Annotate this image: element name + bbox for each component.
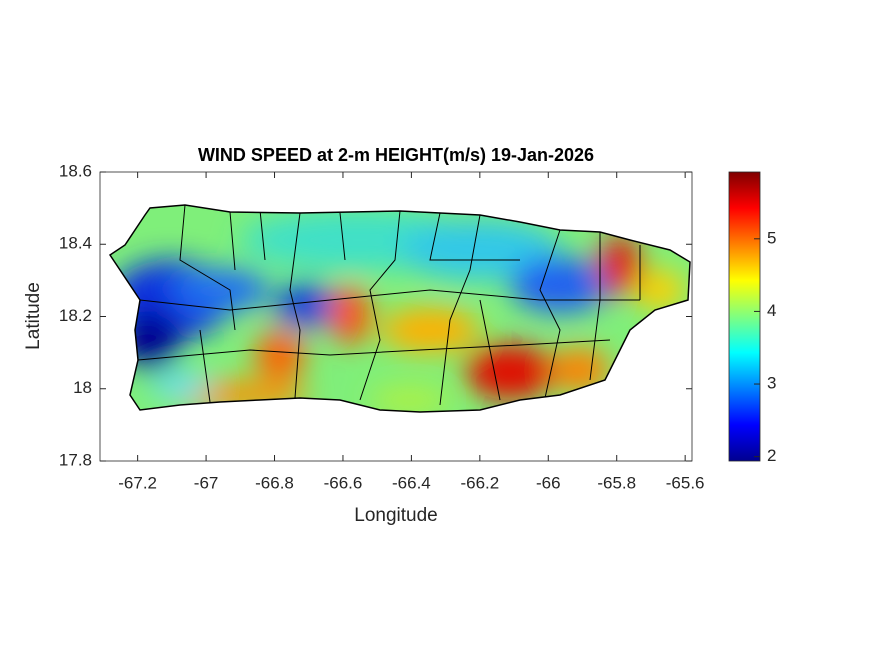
colorbar-tick-label: 5 — [767, 228, 776, 247]
x-tick-label: -66.4 — [392, 473, 431, 492]
x-tick-label: -66 — [536, 473, 561, 492]
y-tick-label: 18.4 — [59, 234, 92, 253]
x-tick-label: -66.6 — [324, 473, 363, 492]
x-tick-label: -65.8 — [597, 473, 636, 492]
x-axis-label: Longitude — [354, 505, 437, 526]
colorbar — [728, 171, 761, 462]
x-tick-label: -66.2 — [460, 473, 499, 492]
chart-title: WIND SPEED at 2-m HEIGHT(m/s) 19-Jan-202… — [198, 145, 594, 165]
y-axis-label: Latitude — [23, 282, 44, 350]
x-tick-label: -66.8 — [255, 473, 294, 492]
x-tick-label: -67 — [194, 473, 219, 492]
colorbar-tick-label: 3 — [767, 374, 776, 393]
colorbar-tick-label: 2 — [767, 446, 776, 465]
y-tick-label: 17.8 — [59, 450, 92, 469]
y-tick-label: 18 — [73, 378, 92, 397]
x-tick-label: -67.2 — [118, 473, 157, 492]
colorbar-tick-label: 4 — [767, 301, 776, 320]
x-tick-label: -65.6 — [666, 473, 705, 492]
y-tick-label: 18.2 — [59, 306, 92, 325]
municipal-borders — [137, 205, 641, 406]
y-tick-label: 18.6 — [59, 161, 92, 180]
